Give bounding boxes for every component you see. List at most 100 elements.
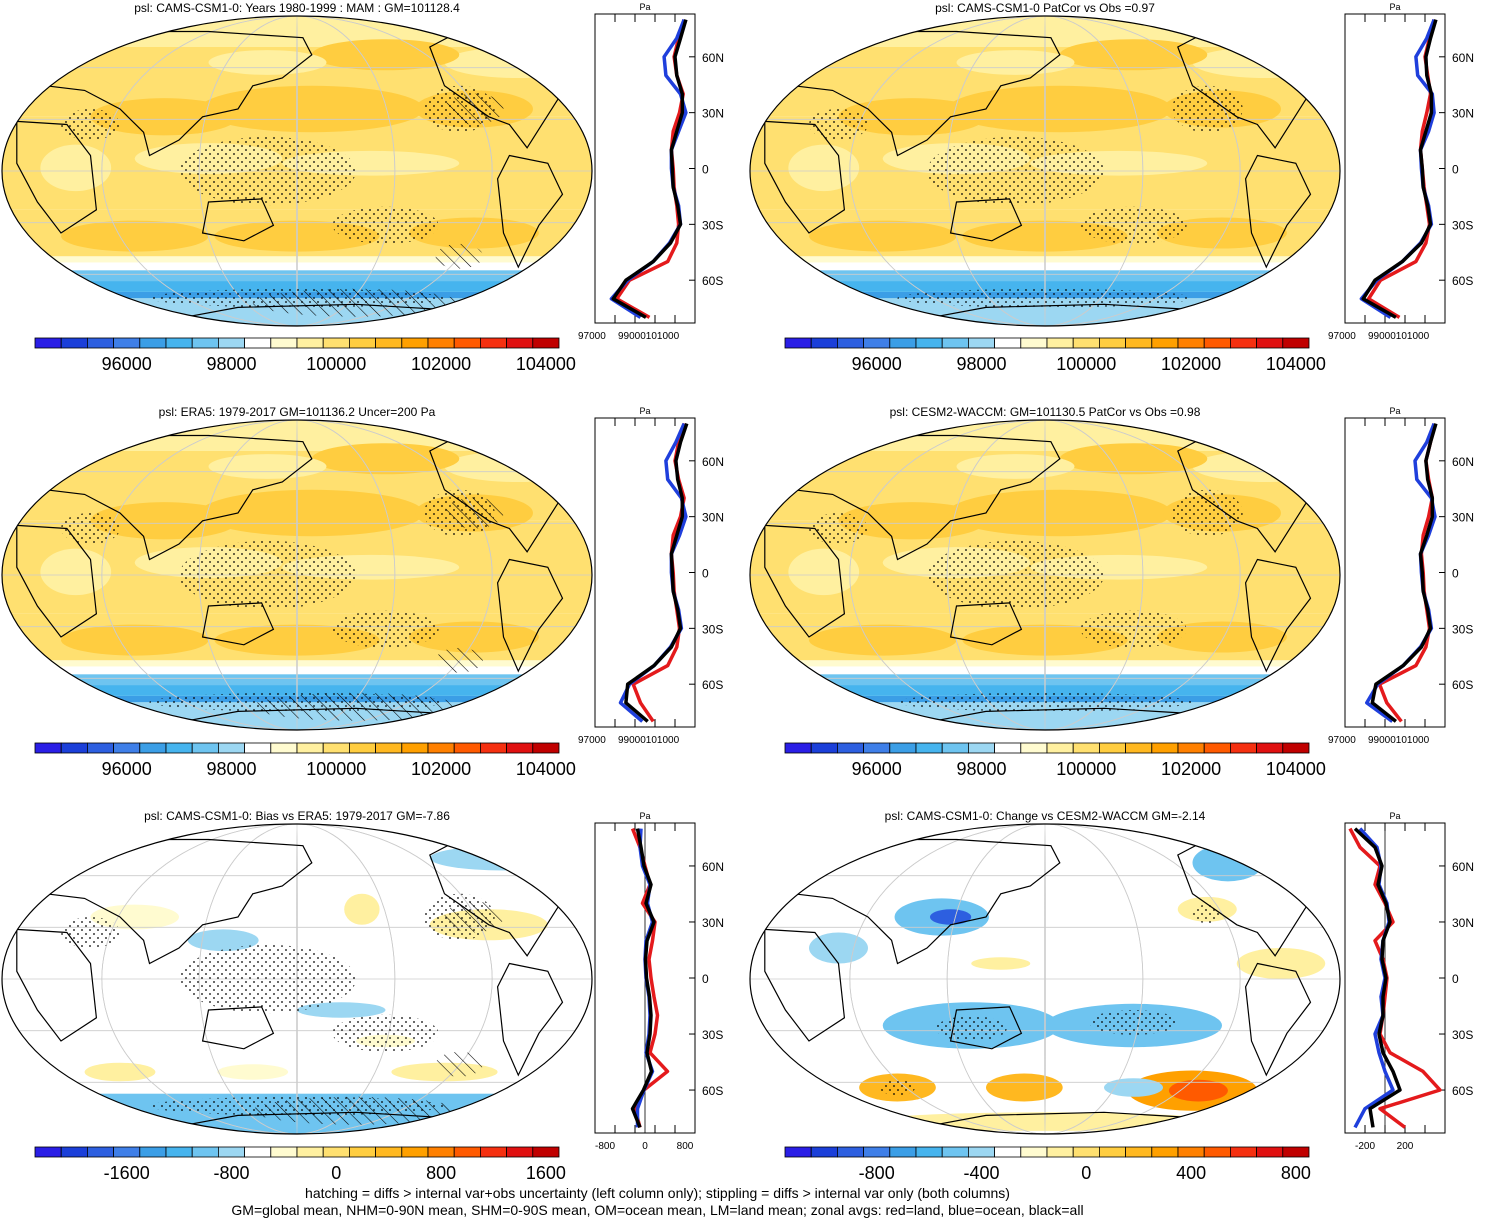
colorbar-box	[453, 337, 481, 349]
pressure-anomaly	[444, 47, 592, 78]
stippling	[179, 944, 356, 1014]
colorbar-label: 100000	[1056, 759, 1116, 779]
panel-title: psl: CAMS-CSM1-0 PatCor vs Obs =0.97	[935, 1, 1155, 15]
pressure-anomaly	[809, 624, 957, 656]
colorbar-label: 100000	[306, 354, 366, 374]
latitude-band	[750, 685, 1340, 696]
hatching	[435, 1051, 483, 1077]
zonal-frame	[1344, 822, 1446, 1134]
colorbar-box	[1282, 337, 1310, 349]
zonal-lat-label: 60S	[1452, 678, 1473, 692]
colorbar-box	[915, 742, 943, 754]
change-region	[986, 1073, 1063, 1102]
pressure-anomaly	[956, 50, 1075, 75]
pressure-anomaly	[311, 39, 460, 71]
graticule-meridian	[1044, 824, 1046, 1134]
colorbar-box	[270, 1146, 298, 1158]
zonal-unit: Pa	[1389, 811, 1400, 821]
colorbar-box	[270, 742, 298, 754]
map-border	[1, 15, 593, 327]
zonal-lat-label: 30N	[702, 511, 724, 525]
change-region	[971, 957, 1031, 970]
colorbar-box	[87, 337, 115, 349]
stippling	[1089, 1010, 1178, 1035]
zonal-x-label: -200	[1355, 1141, 1375, 1152]
zonal-unit: Pa	[639, 2, 650, 12]
colorbar-box	[784, 1146, 812, 1158]
colorbar-box	[1072, 1146, 1100, 1158]
zonal-frame	[594, 13, 696, 324]
coastline	[1244, 962, 1312, 1077]
stippling	[61, 513, 120, 544]
zonal-x-label: 0	[642, 1141, 648, 1152]
colorbar-box	[191, 742, 219, 754]
colorbar-box	[479, 337, 507, 349]
zonal-x-label: 97000	[1328, 735, 1356, 746]
colorbar-box	[296, 742, 324, 754]
zonal-lat-label: 60S	[1452, 1084, 1473, 1098]
panel-title: psl: CAMS-CSM1-0: Years 1980-1999 : MAM …	[134, 1, 460, 15]
colorbar-box	[837, 1146, 865, 1158]
colorbar-label: -1600	[104, 1163, 150, 1183]
stippling	[1192, 904, 1222, 924]
zonal-line-all	[611, 19, 688, 319]
colorbar-box	[1203, 337, 1231, 349]
colorbar-label: 98000	[956, 354, 1006, 374]
colorbar-box	[113, 742, 141, 754]
pressure-anomaly	[947, 489, 1172, 537]
zonal-lat-label: 30S	[702, 1028, 723, 1042]
bias-region	[187, 929, 259, 952]
zonal-lat-label: 60S	[1452, 274, 1473, 288]
zonal-lat-label: 30S	[702, 622, 723, 636]
panel-title: psl: CAMS-CSM1-0: Change vs CESM2-WACCM …	[885, 809, 1206, 823]
colorbar-label: 98000	[206, 354, 256, 374]
coastline	[764, 524, 846, 638]
colorbar-label: 104000	[1266, 759, 1326, 779]
coastline	[201, 602, 275, 646]
zonal-lat-label: 30N	[702, 107, 724, 121]
stippling	[809, 513, 868, 544]
colorbar-box	[427, 742, 455, 754]
map-border	[1, 419, 593, 731]
hatching	[444, 901, 504, 933]
zonal-unit: Pa	[639, 406, 650, 416]
colorbar-box	[427, 337, 455, 349]
colorbar-box	[1230, 742, 1258, 754]
pressure-anomaly	[90, 98, 238, 136]
hatching	[252, 1096, 460, 1125]
colorbar-box	[1020, 337, 1048, 349]
colorbar-box	[165, 1146, 193, 1158]
colorbar-label: 0	[1081, 1163, 1091, 1183]
zonal-frame	[594, 417, 696, 728]
bias-region	[84, 1062, 156, 1082]
pressure-anomaly	[199, 489, 424, 537]
panel-6: psl: CAMS-CSM1-0: Change vs CESM2-WACCM …	[749, 809, 1474, 1183]
colorbar-box	[1151, 1146, 1179, 1158]
coastline	[764, 120, 846, 234]
colorbar-box	[165, 337, 193, 349]
stippling	[1080, 206, 1187, 244]
bias-region	[429, 845, 578, 871]
latitude-band	[750, 256, 1340, 263]
zonal-line-all	[1370, 423, 1438, 723]
latitude-band	[2, 262, 592, 271]
change-region	[809, 932, 868, 964]
colorbar-box	[87, 1146, 115, 1158]
panel-1: psl: CAMS-CSM1-0: Years 1980-1999 : MAM …	[1, 1, 724, 374]
colorbar-label: 102000	[411, 354, 471, 374]
coastline	[16, 120, 98, 234]
change-region	[1168, 1079, 1228, 1102]
stippling	[179, 540, 356, 610]
colorbar-label: 800	[426, 1163, 456, 1183]
colorbar-box	[348, 1146, 376, 1158]
zonal-lat-label: 0	[702, 567, 709, 581]
zonal-line-all	[1353, 827, 1402, 1128]
zonal-x-label: 99000101000	[1368, 735, 1430, 746]
change-region	[1104, 1078, 1163, 1097]
colorbar-box	[968, 742, 996, 754]
colorbar-box	[375, 1146, 403, 1158]
colorbar-label: 104000	[516, 759, 576, 779]
colorbar-box	[34, 1146, 62, 1158]
